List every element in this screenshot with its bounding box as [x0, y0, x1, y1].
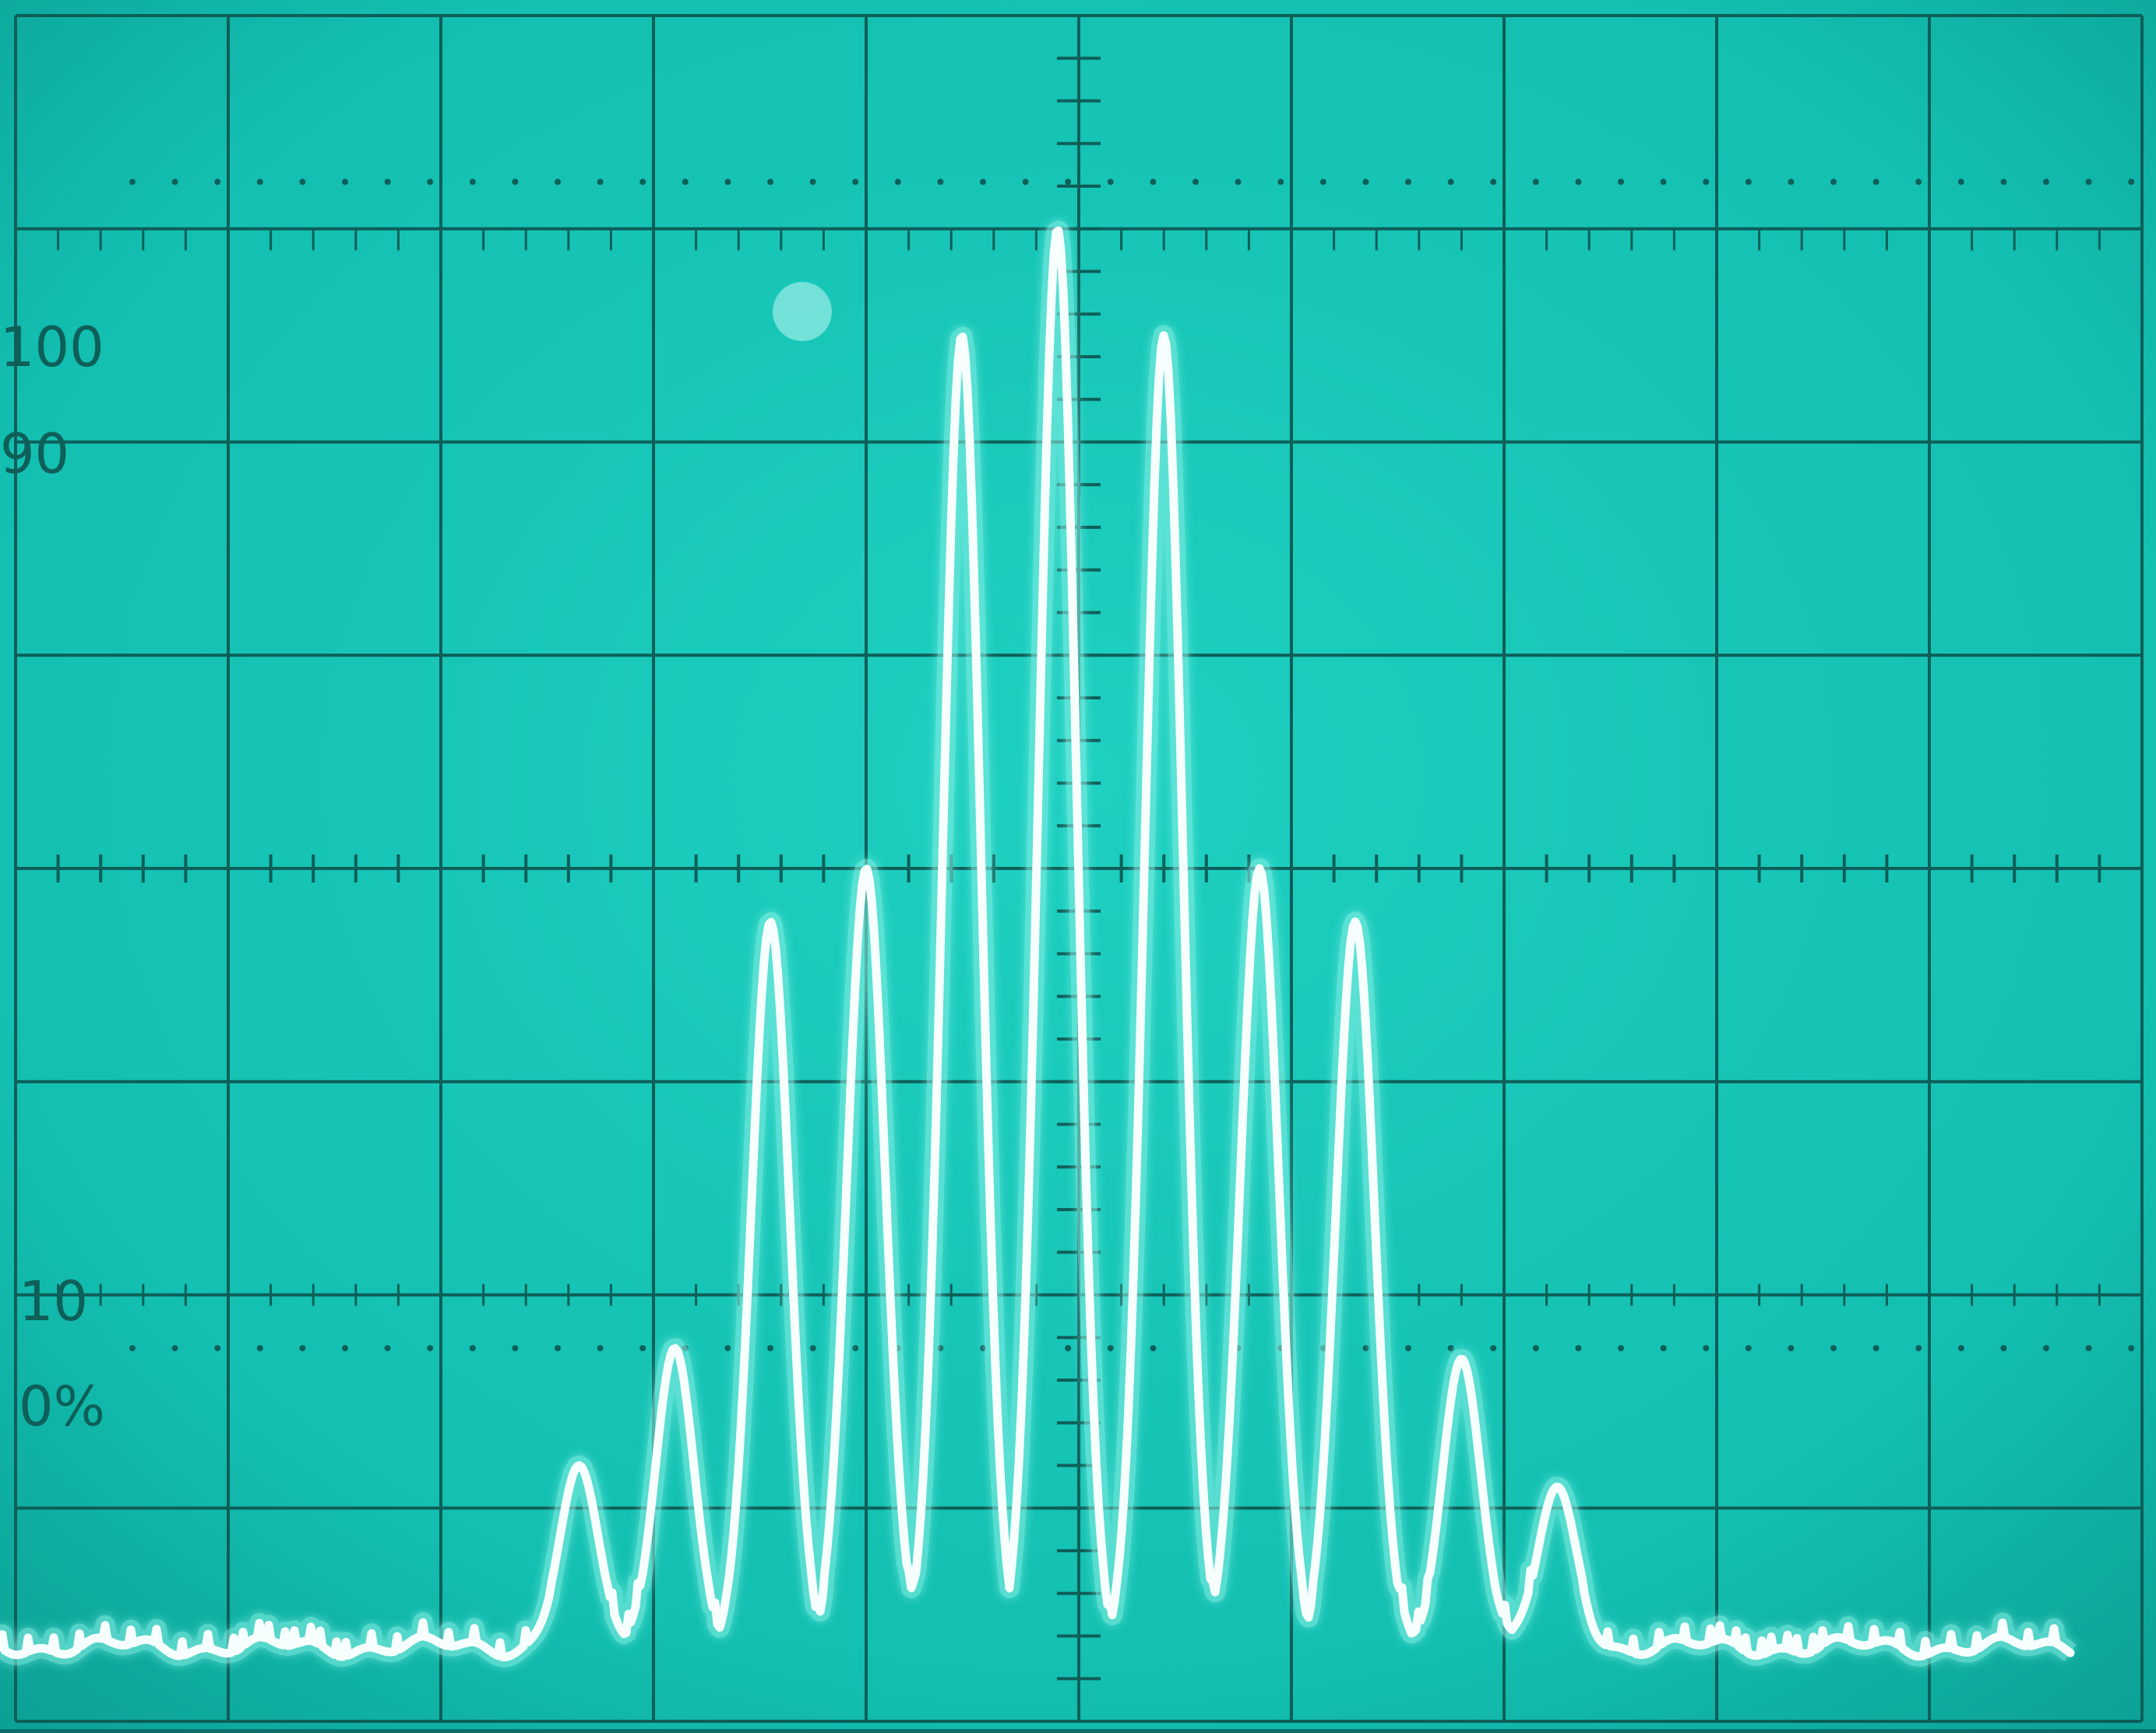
dot-0 [1788, 1344, 1795, 1351]
dot-100 [299, 178, 306, 185]
dot-0 [299, 1344, 306, 1351]
dot-0 [1150, 1344, 1157, 1351]
dot-100 [1192, 178, 1199, 185]
dot-100 [1745, 178, 1752, 185]
dot-0 [214, 1344, 221, 1351]
dot-100 [2000, 178, 2007, 185]
dot-0 [639, 1344, 646, 1351]
dot-100 [597, 178, 604, 185]
dot-0 [767, 1344, 773, 1351]
dot-0 [171, 1344, 178, 1351]
dot-100 [1319, 178, 1326, 185]
label-100: 100 [0, 315, 104, 379]
dot-100 [469, 178, 476, 185]
dot-0 [1362, 1344, 1369, 1351]
dot-100 [1447, 178, 1454, 185]
dot-100 [724, 178, 731, 185]
dot-100 [2085, 178, 2092, 185]
label-10: 10 [19, 1270, 88, 1333]
reflection-glare [773, 282, 832, 341]
dot-0 [1830, 1344, 1837, 1351]
dot-100 [1830, 178, 1837, 185]
label-90: 90 [0, 422, 69, 486]
dot-100 [512, 178, 519, 185]
dot-0 [555, 1344, 561, 1351]
dot-0 [1703, 1344, 1710, 1351]
dot-100 [1660, 178, 1667, 185]
dot-100 [1532, 178, 1539, 185]
dot-100 [171, 178, 178, 185]
dot-100 [214, 178, 221, 185]
dot-0 [1915, 1344, 1922, 1351]
dot-0 [384, 1344, 391, 1351]
dot-0 [1575, 1344, 1582, 1351]
dot-100 [639, 178, 646, 185]
dot-0 [1065, 1344, 1072, 1351]
dot-100 [1490, 178, 1497, 185]
dot-0 [2043, 1344, 2049, 1351]
dot-100 [129, 178, 136, 185]
dot-0 [724, 1344, 731, 1351]
dot-100 [384, 178, 391, 185]
dot-100 [1235, 178, 1242, 185]
dot-100 [1362, 178, 1369, 185]
dot-100 [342, 178, 348, 185]
dot-100 [1788, 178, 1795, 185]
dot-100 [937, 178, 944, 185]
dot-0 [1618, 1344, 1624, 1351]
dot-0 [1745, 1344, 1752, 1351]
dot-0 [469, 1344, 476, 1351]
dot-100 [2128, 178, 2135, 185]
dot-100 [1107, 178, 1114, 185]
dot-0 [2000, 1344, 2007, 1351]
dot-0 [256, 1344, 263, 1351]
dot-100 [809, 178, 816, 185]
dot-100 [1277, 178, 1284, 185]
dot-100 [1703, 178, 1710, 185]
dot-0 [852, 1344, 859, 1351]
label-0-percent: 0% [19, 1375, 105, 1439]
dot-100 [555, 178, 561, 185]
dot-100 [1872, 178, 1879, 185]
dot-100 [1957, 178, 1964, 185]
dot-100 [1405, 178, 1411, 185]
dot-100 [1065, 178, 1072, 185]
dot-0 [809, 1344, 816, 1351]
dot-0 [342, 1344, 348, 1351]
dot-0 [129, 1344, 136, 1351]
dot-100 [852, 178, 859, 185]
dot-0 [1532, 1344, 1539, 1351]
dot-100 [894, 178, 901, 185]
dot-0 [1447, 1344, 1454, 1351]
dot-100 [767, 178, 773, 185]
dot-0 [1490, 1344, 1497, 1351]
dot-100 [980, 178, 986, 185]
dot-100 [1575, 178, 1582, 185]
dot-0 [1957, 1344, 1964, 1351]
dot-100 [682, 178, 689, 185]
dot-0 [980, 1344, 986, 1351]
dot-0 [1405, 1344, 1411, 1351]
dot-0 [1872, 1344, 1879, 1351]
dot-0 [512, 1344, 519, 1351]
dot-100 [1022, 178, 1029, 185]
dot-100 [427, 178, 434, 185]
dot-0 [2128, 1344, 2135, 1351]
dot-100 [1915, 178, 1922, 185]
dot-0 [427, 1344, 434, 1351]
dot-100 [1150, 178, 1157, 185]
dot-0 [1107, 1344, 1114, 1351]
dot-100 [256, 178, 263, 185]
dot-0 [2085, 1344, 2092, 1351]
signal-trace [0, 226, 2075, 1661]
dot-0 [1660, 1344, 1667, 1351]
dot-0 [597, 1344, 604, 1351]
dot-100 [2043, 178, 2049, 185]
dot-100 [1618, 178, 1624, 185]
graticule-dotted-lines [129, 178, 2135, 1351]
graticule-labels: 100 90 10 0% [0, 315, 105, 1439]
